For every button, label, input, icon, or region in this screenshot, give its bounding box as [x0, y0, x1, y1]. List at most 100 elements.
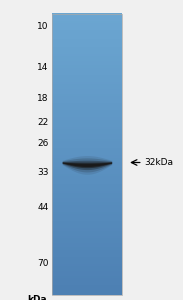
Bar [52, 276, 122, 278]
Bar [52, 110, 122, 113]
Bar [52, 132, 122, 134]
Bar [52, 160, 122, 162]
Bar [52, 262, 122, 264]
Bar [52, 117, 122, 120]
Bar [52, 214, 122, 217]
Bar [52, 40, 122, 42]
Bar [52, 210, 122, 212]
Bar [52, 268, 122, 271]
Bar [52, 155, 122, 158]
Bar [52, 236, 122, 238]
Bar [52, 191, 122, 193]
Bar [52, 16, 122, 18]
Bar [52, 252, 122, 254]
Text: 32kDa: 32kDa [145, 158, 173, 167]
Bar [52, 68, 122, 70]
Bar [52, 80, 122, 82]
Bar [52, 77, 122, 80]
Bar [52, 51, 122, 54]
Bar [52, 285, 122, 287]
Bar [52, 61, 122, 63]
Bar [52, 49, 122, 51]
Text: 26: 26 [37, 139, 48, 148]
Bar [52, 221, 122, 224]
Bar [52, 18, 122, 21]
Bar [52, 290, 122, 292]
Bar [52, 169, 122, 172]
Bar [52, 108, 122, 110]
Text: 14: 14 [37, 63, 48, 72]
Bar [52, 273, 122, 276]
Bar [52, 46, 122, 49]
Bar [52, 148, 122, 151]
Bar [52, 188, 122, 191]
Bar [52, 44, 122, 46]
Bar [52, 205, 122, 207]
Bar [52, 14, 122, 295]
Bar [52, 54, 122, 56]
Text: 70: 70 [37, 260, 48, 268]
Bar [52, 167, 122, 170]
Bar [52, 283, 122, 285]
Bar [52, 250, 122, 252]
Bar [52, 240, 122, 243]
Bar [52, 162, 122, 165]
Bar [52, 35, 122, 37]
Bar [52, 224, 122, 226]
Bar [52, 106, 122, 108]
Bar [52, 245, 122, 248]
Bar [52, 153, 122, 155]
Bar [52, 30, 122, 32]
Bar [52, 179, 122, 181]
Bar [52, 98, 122, 101]
Bar [52, 200, 122, 203]
Text: 10: 10 [37, 22, 48, 31]
Bar [52, 207, 122, 210]
Bar [52, 151, 122, 153]
Bar [52, 271, 122, 273]
Bar [52, 257, 122, 259]
Bar [52, 37, 122, 40]
Bar [52, 65, 122, 68]
Bar [52, 92, 122, 94]
Bar [52, 14, 122, 16]
Bar [52, 146, 122, 148]
Bar [52, 266, 122, 268]
Bar [52, 124, 122, 127]
Bar [52, 75, 122, 77]
Bar [52, 165, 122, 167]
Bar [52, 113, 122, 115]
Bar [52, 212, 122, 214]
Bar [52, 254, 122, 257]
Bar [52, 176, 122, 179]
Bar [52, 292, 122, 295]
Bar [52, 139, 122, 141]
Bar [52, 23, 122, 25]
Text: 18: 18 [37, 94, 48, 103]
Bar [52, 25, 122, 28]
Bar [52, 101, 122, 103]
Bar [52, 233, 122, 236]
Bar [52, 181, 122, 184]
Bar [52, 202, 122, 205]
Bar [52, 73, 122, 75]
Bar [52, 122, 122, 124]
Bar [52, 87, 122, 89]
Bar [52, 193, 122, 195]
Bar [52, 229, 122, 231]
Bar [52, 56, 122, 58]
Bar [52, 32, 122, 35]
Bar [52, 136, 122, 139]
Bar [52, 248, 122, 250]
Bar [52, 278, 122, 280]
Bar [52, 21, 122, 23]
Text: 33: 33 [37, 168, 48, 177]
Bar [52, 89, 122, 92]
Bar [52, 143, 122, 146]
Bar [52, 172, 122, 174]
Bar [52, 226, 122, 229]
Bar [52, 217, 122, 219]
Bar [52, 58, 122, 61]
Text: 22: 22 [37, 118, 48, 127]
Bar [52, 243, 122, 245]
